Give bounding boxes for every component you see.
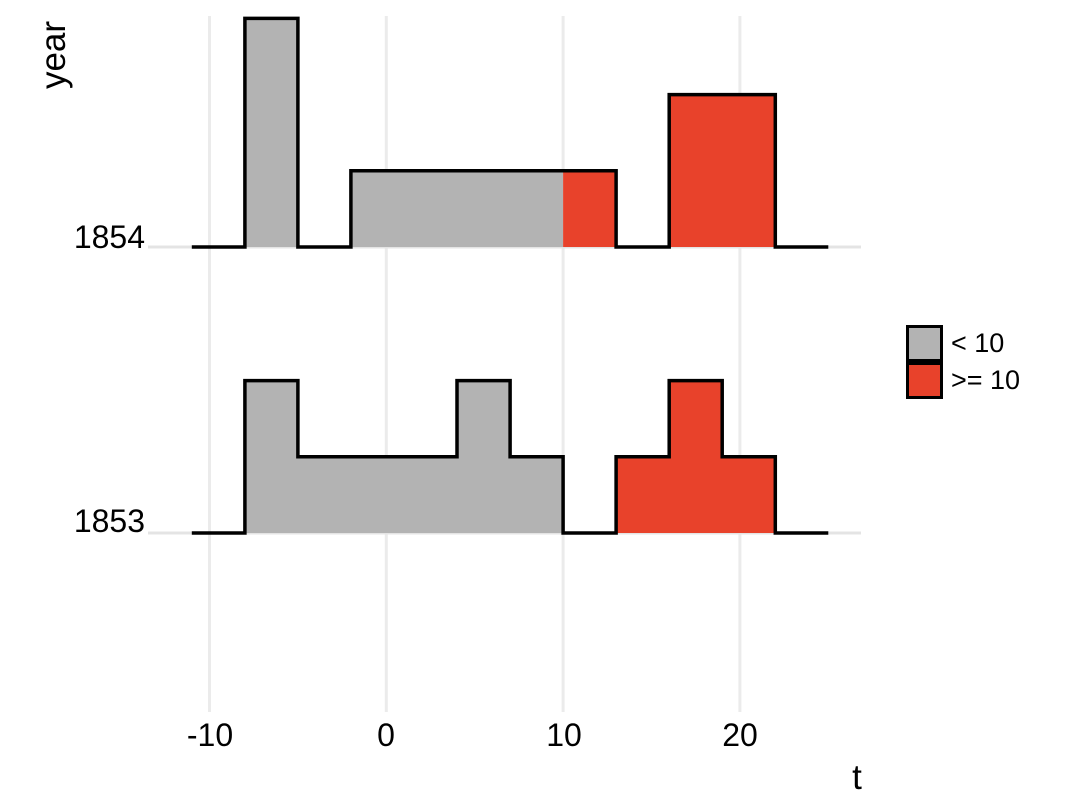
y-tick-label-1853: 1853 <box>73 503 145 539</box>
y-axis-title: year <box>34 20 73 90</box>
ridge-1853-outline <box>191 378 829 535</box>
ridge-1854-fill-below <box>191 18 564 247</box>
x-tick-label-10: 10 <box>546 717 582 753</box>
legend-label-above-threshold: >= 10 <box>951 365 1021 395</box>
legend-swatch-above-threshold <box>906 362 943 399</box>
x-tick-label-0: 0 <box>377 717 395 753</box>
x-tick-label-20: 20 <box>722 717 758 753</box>
ridge-1853-fill-above <box>563 380 829 533</box>
y-tick-label-1854: 1854 <box>73 219 145 255</box>
legend-label-below-threshold: < 10 <box>951 328 1005 358</box>
x-axis-title: t <box>852 758 862 797</box>
x-tick-label-neg10: -10 <box>186 717 234 753</box>
legend-swatch-below-threshold <box>906 325 943 362</box>
legend: < 10 >= 10 <box>906 325 1020 399</box>
legend-item-above-threshold: >= 10 <box>906 362 1020 399</box>
legend-item-below-threshold: < 10 <box>906 325 1020 362</box>
ridge-1854-fill-above <box>563 94 829 247</box>
ridge-1854-outline <box>191 16 829 249</box>
